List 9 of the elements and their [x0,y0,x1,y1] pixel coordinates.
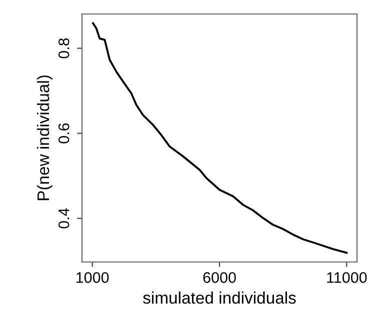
y-tick-label: 0.6 [58,123,70,144]
x-axis-title: simulated individuals [143,292,296,304]
x-tick-label: 1000 [76,272,109,283]
x-tick-label: 11000 [327,272,367,283]
x-tick-label: 6000 [203,272,236,283]
line-series [92,22,348,254]
y-axis-title: P(new individual) [36,76,52,200]
y-tick-label: 0.8 [58,38,70,58]
y-tick-label: 0.4 [58,208,70,228]
